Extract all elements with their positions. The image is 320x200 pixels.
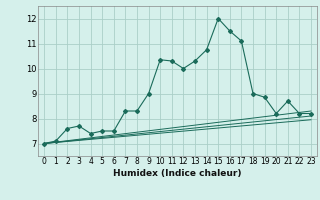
- X-axis label: Humidex (Indice chaleur): Humidex (Indice chaleur): [113, 169, 242, 178]
